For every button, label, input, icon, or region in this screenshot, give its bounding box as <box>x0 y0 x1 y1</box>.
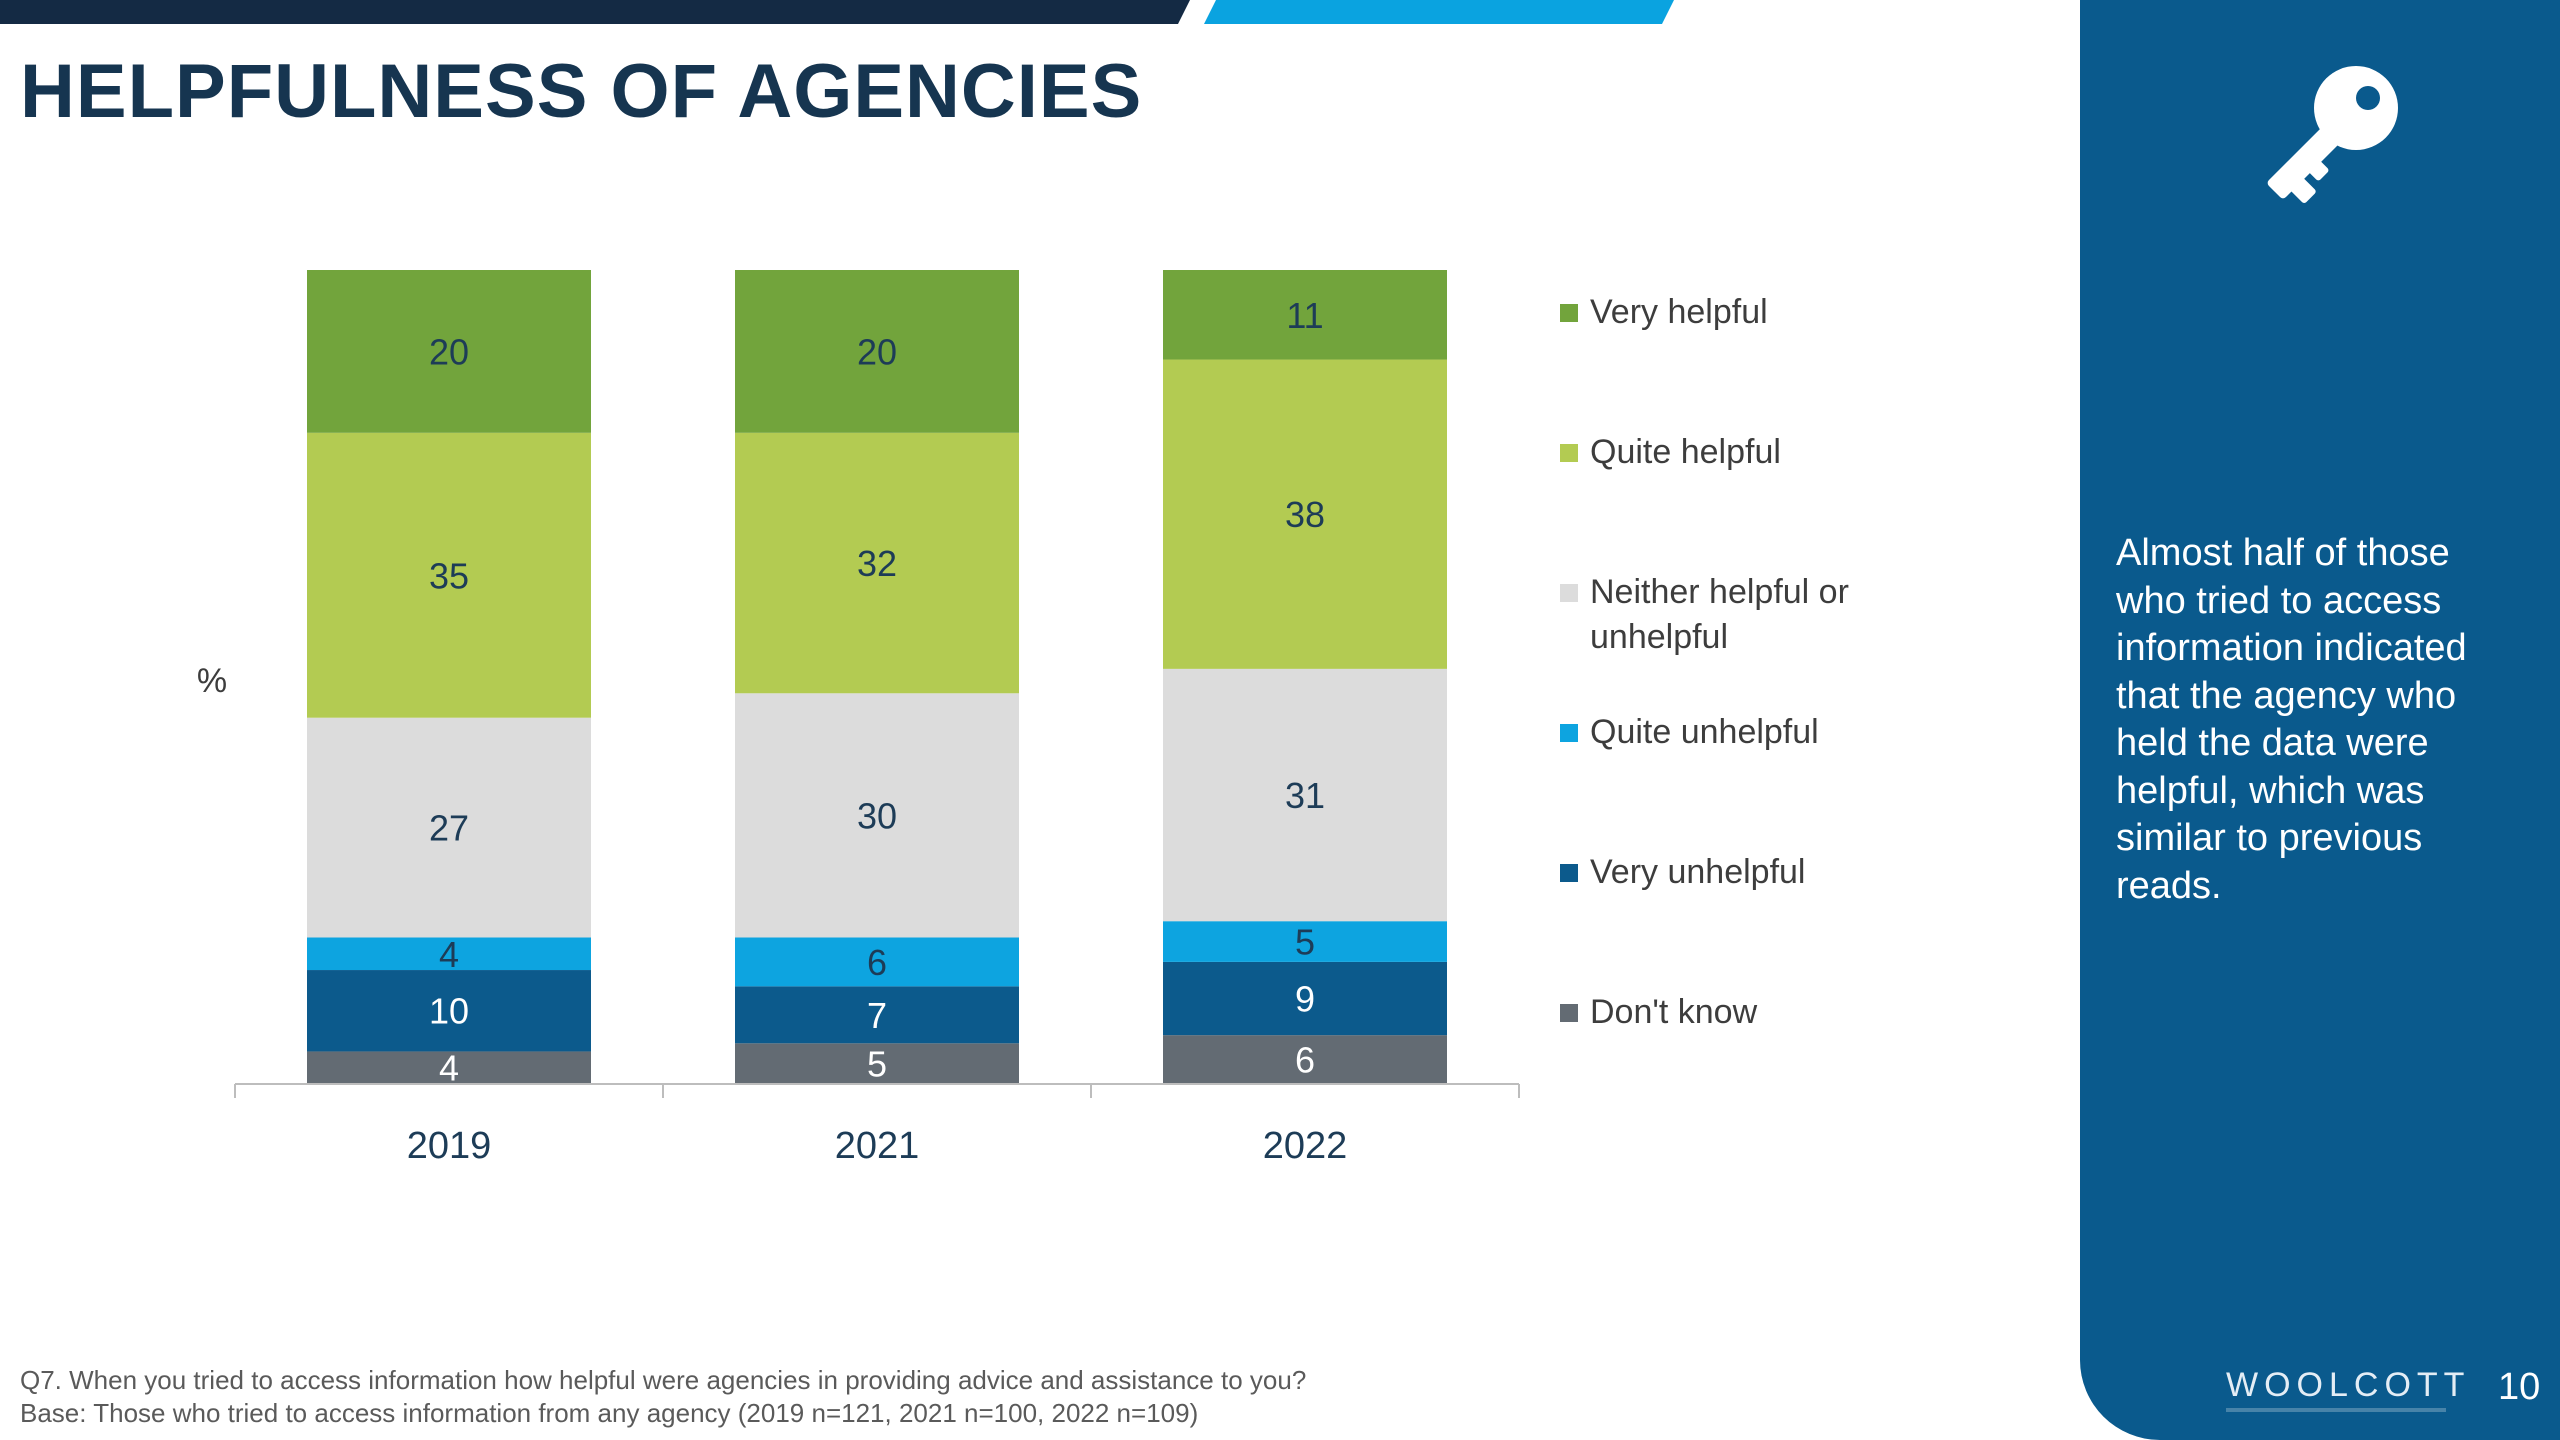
brand-tagline-mark <box>2226 1408 2446 1412</box>
slide-title: HELPFULNESS OF AGENCIES <box>20 49 1143 134</box>
footnote: Q7. When you tried to access information… <box>20 1364 1306 1430</box>
bar-segment-2022-quite-helpful <box>1163 359 1447 669</box>
data-label: 27 <box>429 808 469 849</box>
data-label: 35 <box>429 555 469 596</box>
legend-label: Very unhelpful <box>1590 853 1806 891</box>
top-dark-stripe <box>0 0 1190 24</box>
data-label: 20 <box>857 331 897 372</box>
data-label: 38 <box>1285 494 1325 535</box>
legend-label: Quite unhelpful <box>1590 713 1819 751</box>
data-label: 31 <box>1285 775 1325 816</box>
data-label: 30 <box>857 795 897 836</box>
y-axis-unit-label: % <box>197 662 227 700</box>
key-icon <box>2267 66 2398 203</box>
bar-segment-2019-quite-unhelpful <box>307 937 591 971</box>
data-label: 4 <box>439 934 459 975</box>
legend-item-very-helpful: Very helpful <box>1560 290 1768 335</box>
data-label: 20 <box>429 331 469 372</box>
page-number: 10 <box>2498 1366 2541 1408</box>
top-blue-stripe <box>1204 0 1674 24</box>
legend-swatch <box>1560 304 1578 322</box>
legend-label: Neither helpful or unhelpful <box>1590 573 1849 656</box>
data-label: 4 <box>439 1048 459 1089</box>
bar-segment-2022-neither-helpful-or-unhelpful <box>1163 668 1447 922</box>
legend-label: Don't know <box>1590 993 1758 1031</box>
bar-segment-2021-quite-unhelpful <box>735 937 1019 987</box>
data-label: 5 <box>867 1044 887 1085</box>
legend-item-don-t-know: Don't know <box>1560 990 1757 1035</box>
legend-swatch <box>1560 1004 1578 1022</box>
x-tick-label: 2021 <box>835 1125 920 1167</box>
bar-segment-2022-quite-unhelpful <box>1163 921 1447 962</box>
bar-segment-2022-very-helpful <box>1163 270 1447 360</box>
legend-label: Quite helpful <box>1590 433 1781 471</box>
brand-logo: WOOLCOTT <box>2226 1366 2471 1404</box>
stacked-bar-chart: 4 10 4 27 35 20 2019 5 7 6 30 32 20 2021 6 9 5 31 38 11 2022… <box>197 270 1520 1167</box>
x-tick-label: 2022 <box>1263 1125 1348 1167</box>
data-label: 5 <box>1295 922 1315 963</box>
data-label: 9 <box>1295 979 1315 1020</box>
bar-segment-2019-don-t-know <box>307 1051 591 1084</box>
legend-item-neither-helpful-or-unhelpful: Neither helpful or unhelpful <box>1560 570 1890 660</box>
bar-segment-2022-don-t-know <box>1163 1035 1447 1084</box>
footnote-question: Q7. When you tried to access information… <box>20 1365 1307 1395</box>
legend-swatch <box>1560 724 1578 742</box>
footnote-base: Base: Those who tried to access informat… <box>20 1398 1199 1428</box>
legend-item-quite-unhelpful: Quite unhelpful <box>1560 710 1819 755</box>
bar-segment-2021-don-t-know <box>735 1043 1019 1084</box>
bar-segment-2019-quite-helpful <box>307 432 591 718</box>
data-label: 32 <box>857 543 897 584</box>
data-label: 11 <box>1286 295 1323 336</box>
bar-segment-2019-very-unhelpful <box>307 970 591 1052</box>
data-label: 6 <box>1295 1040 1315 1081</box>
legend-swatch <box>1560 864 1578 882</box>
legend-swatch <box>1560 584 1578 602</box>
legend-item-quite-helpful: Quite helpful <box>1560 430 1781 475</box>
bar-segment-2021-very-helpful <box>735 270 1019 433</box>
bar-segment-2021-neither-helpful-or-unhelpful <box>735 693 1019 938</box>
key-insight-text: Almost half of those who tried to access… <box>2116 532 2467 907</box>
data-label: 6 <box>867 942 887 983</box>
bar-segment-2021-quite-helpful <box>735 432 1019 694</box>
legend-item-very-unhelpful: Very unhelpful <box>1560 850 1806 895</box>
bar-segment-2022-very-unhelpful <box>1163 961 1447 1036</box>
bar-segment-2019-neither-helpful-or-unhelpful <box>307 717 591 938</box>
bar-segment-2019-very-helpful <box>307 270 591 433</box>
side-panel <box>2080 0 2560 1440</box>
data-label: 7 <box>867 995 887 1036</box>
x-tick-label: 2019 <box>407 1125 492 1167</box>
legend-swatch <box>1560 444 1578 462</box>
data-label: 10 <box>429 991 469 1032</box>
legend-label: Very helpful <box>1590 293 1768 331</box>
bar-segment-2021-very-unhelpful <box>735 986 1019 1044</box>
